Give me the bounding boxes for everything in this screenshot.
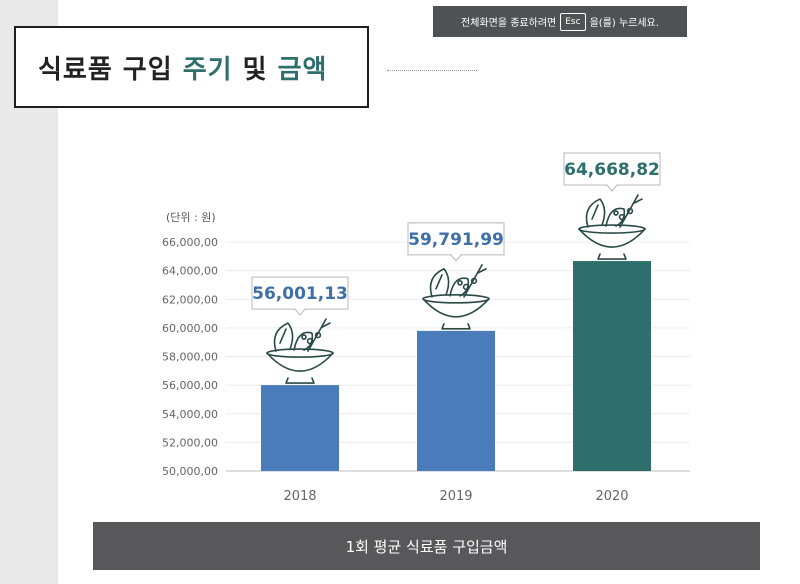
data-label: 64,668,82: [564, 160, 660, 180]
bar-2020: [573, 261, 651, 471]
esc-key-badge: Esc: [560, 12, 586, 31]
salad-bowl-icon: [578, 194, 646, 260]
title-part-1: 식료품 구입: [38, 54, 173, 85]
slide-title: 식료품 구입 주기 및 금액: [14, 26, 369, 108]
salad-bowl-icon: [422, 264, 490, 330]
dotted-divider: [387, 70, 477, 71]
value-callout-box: [407, 222, 505, 262]
chart-caption-bar: 1회 평균 식료품 구입금액: [93, 522, 760, 570]
y-axis-unit-label: (단위 : 원): [166, 211, 216, 224]
y-tick-label: 64,000,00: [162, 265, 218, 278]
data-label: 56,001,13: [252, 284, 348, 304]
y-tick-label: 60,000,00: [162, 322, 218, 335]
notice-text-before: 전체화면을 종료하려면: [461, 18, 557, 29]
x-tick-label: 2020: [595, 489, 628, 504]
y-tick-label: 58,000,00: [162, 351, 218, 364]
y-tick-label: 66,000,00: [162, 236, 218, 249]
y-tick-label: 62,000,00: [162, 293, 218, 306]
title-part-2: 주기: [182, 54, 233, 85]
bar-2019: [417, 330, 495, 471]
x-tick-label: 2018: [283, 489, 316, 504]
y-tick-label: 54,000,00: [162, 408, 218, 421]
bar-2018: [261, 385, 339, 471]
fullscreen-exit-notice: 전체화면을 종료하려면 Esc 을(를) 누르세요.: [433, 6, 687, 37]
x-tick-label: 2019: [439, 489, 472, 504]
title-part-3: 및: [242, 54, 268, 85]
notice-text-after: 을(를) 누르세요.: [589, 18, 659, 29]
salad-bowl-icon: [266, 318, 334, 384]
data-label: 59,791,99: [408, 230, 504, 250]
y-tick-label: 50,000,00: [162, 465, 218, 478]
value-callout-box: [563, 152, 661, 192]
y-tick-label: 56,000,00: [162, 379, 218, 392]
title-part-4: 금액: [277, 54, 328, 85]
y-tick-label: 52,000,00: [162, 436, 218, 449]
value-callout-box: [251, 276, 349, 316]
